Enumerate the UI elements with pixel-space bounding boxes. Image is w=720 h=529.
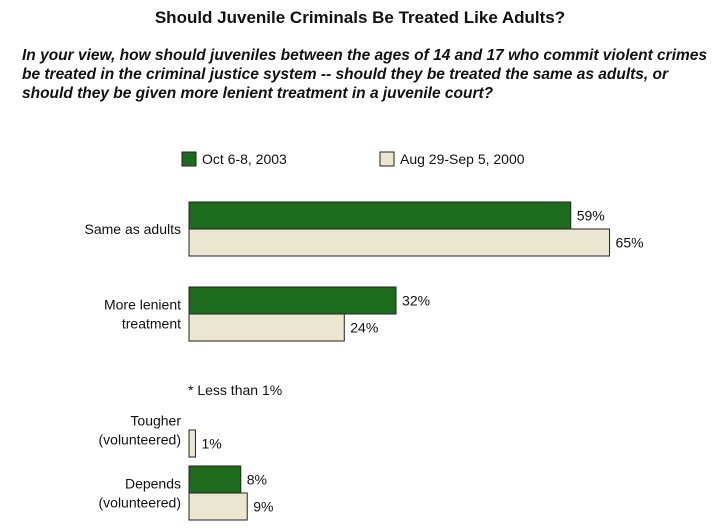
bar-aug-2000: [188, 313, 345, 342]
data-label-oct-2003: 8%: [247, 472, 267, 488]
legend-swatch-aug-2000: [379, 151, 395, 167]
bar-oct-2003: [188, 465, 242, 494]
legend-label-oct-2003: Oct 6-8, 2003: [202, 151, 287, 167]
category-label: Tougher: [130, 413, 181, 429]
bar-oct-2003: [188, 286, 397, 315]
bar-aug-2000: [188, 492, 248, 521]
data-label-aug-2000: 1%: [201, 436, 221, 452]
data-label-oct-2003: 59%: [577, 208, 605, 224]
annotation-less-than-1: * Less than 1%: [188, 382, 282, 398]
bar-aug-2000: [188, 429, 196, 458]
bar-aug-2000: [188, 228, 611, 257]
category-label: treatment: [122, 316, 181, 332]
data-label-aug-2000: 65%: [616, 235, 644, 251]
legend-swatch-oct-2003: [181, 151, 197, 167]
category-label: (volunteered): [99, 495, 182, 511]
category-label: More lenient: [104, 297, 181, 313]
bar-oct-2003: [188, 201, 572, 230]
data-label-aug-2000: 9%: [253, 499, 273, 515]
survey-question: In your view, how should juveniles betwe…: [22, 47, 708, 102]
category-label: (volunteered): [99, 432, 182, 448]
chart-title: Should Juvenile Criminals Be Treated Lik…: [154, 8, 566, 27]
data-label-aug-2000: 24%: [350, 320, 378, 336]
category-label: Depends: [125, 476, 181, 492]
data-label-oct-2003: 32%: [402, 293, 430, 309]
legend-label-aug-2000: Aug 29-Sep 5, 2000: [400, 151, 525, 167]
category-label: Same as adults: [85, 221, 182, 237]
